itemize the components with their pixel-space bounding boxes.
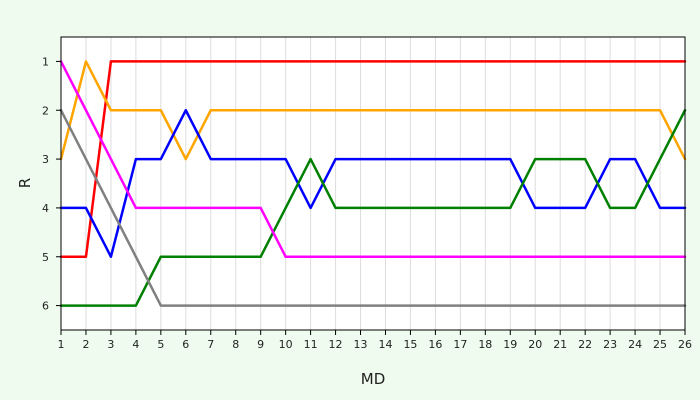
x-tick-label-19: 19 xyxy=(503,338,517,351)
y-tick-label-1: 1 xyxy=(42,55,49,68)
x-tick-label-7: 7 xyxy=(207,338,214,351)
x-tick-label-15: 15 xyxy=(403,338,417,351)
x-tick-label-3: 3 xyxy=(107,338,114,351)
x-axis-ticks: 1 2 3 4 5 6 7 8 9 10 11 12 13 14 15 16 17 18 19 20 21 22 23 24 2… xyxy=(58,330,692,351)
y-tick-label-6: 6 xyxy=(42,300,49,313)
x-tick-label-8: 8 xyxy=(232,338,239,351)
x-tick-label-23: 23 xyxy=(603,338,617,351)
grid-lines xyxy=(60,37,686,330)
x-tick-label-10: 10 xyxy=(279,338,293,351)
x-tick-label-9: 9 xyxy=(257,338,264,351)
y-tick-label-4: 4 xyxy=(42,202,49,215)
series-line-4 xyxy=(59,109,687,307)
x-tick-label-20: 20 xyxy=(528,338,542,351)
y-axis-ticks: 1 2 3 4 5 6 xyxy=(42,55,61,313)
y-tick-label-3: 3 xyxy=(42,153,49,166)
x-tick-label-16: 16 xyxy=(428,338,442,351)
x-tick-label-24: 24 xyxy=(628,338,642,351)
y-tick-label-5: 5 xyxy=(42,251,49,264)
x-tick-label-12: 12 xyxy=(329,338,343,351)
x-tick-label-26: 26 xyxy=(678,338,692,351)
x-tick-label-4: 4 xyxy=(132,338,139,351)
x-tick-label-1: 1 xyxy=(58,338,65,351)
x-tick-label-5: 5 xyxy=(157,338,164,351)
series-line-6 xyxy=(59,109,687,307)
series-line-5 xyxy=(59,60,687,258)
x-tick-label-11: 11 xyxy=(304,338,318,351)
x-tick-label-18: 18 xyxy=(478,338,492,351)
plot-background xyxy=(61,37,685,330)
x-axis-title: MD xyxy=(361,370,386,388)
series-line-2 xyxy=(59,60,687,161)
x-tick-label-25: 25 xyxy=(653,338,667,351)
x-tick-label-21: 21 xyxy=(553,338,567,351)
plot-frame xyxy=(60,36,686,331)
y-axis-title: R xyxy=(16,178,34,188)
series-line-3 xyxy=(59,109,687,258)
x-tick-label-13: 13 xyxy=(354,338,368,351)
y-tick-label-2: 2 xyxy=(42,104,49,117)
x-tick-label-2: 2 xyxy=(82,338,89,351)
x-tick-label-14: 14 xyxy=(378,338,392,351)
x-tick-label-22: 22 xyxy=(578,338,592,351)
x-tick-label-17: 17 xyxy=(453,338,467,351)
series-lines xyxy=(59,60,687,307)
series-line-1 xyxy=(59,60,687,258)
x-tick-label-6: 6 xyxy=(182,338,189,351)
